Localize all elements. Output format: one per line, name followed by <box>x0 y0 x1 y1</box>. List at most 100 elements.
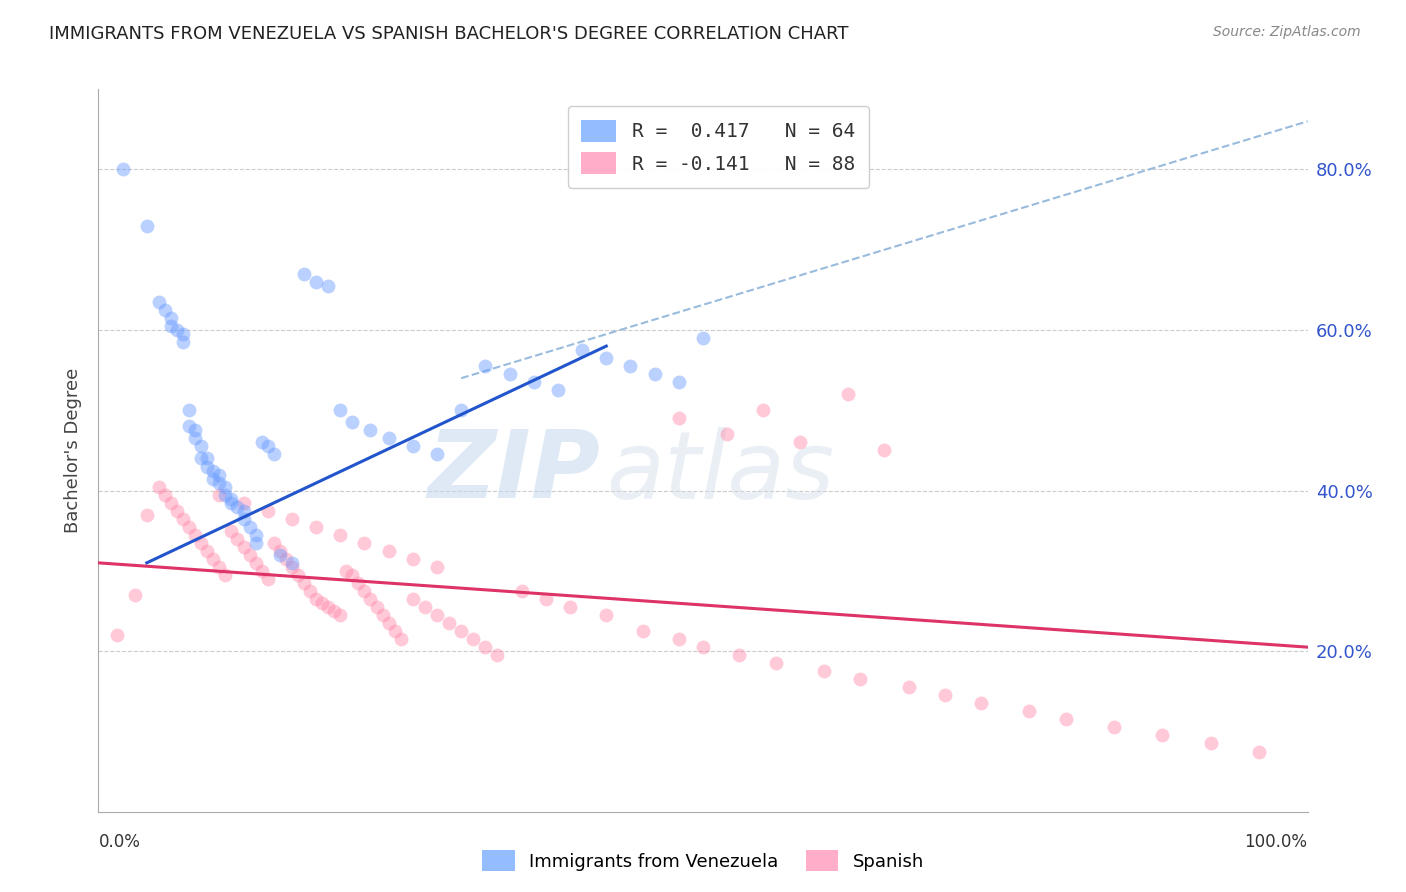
Point <box>166 503 188 517</box>
Point <box>287 568 309 582</box>
Text: ZIP: ZIP <box>427 426 600 518</box>
Point <box>849 673 872 687</box>
Point <box>329 403 352 417</box>
Point <box>153 487 176 501</box>
Point <box>208 487 231 501</box>
Point <box>360 424 382 438</box>
Point <box>402 592 425 607</box>
Point <box>765 657 787 671</box>
Point <box>644 368 666 382</box>
Point <box>1152 728 1174 742</box>
Point <box>474 640 496 655</box>
Point <box>486 648 509 662</box>
Point <box>402 551 425 566</box>
Point <box>269 548 291 562</box>
Point <box>226 500 249 514</box>
Point <box>389 632 412 646</box>
Point <box>105 628 128 642</box>
Point <box>190 439 212 453</box>
Point <box>426 560 449 574</box>
Point <box>934 689 956 703</box>
Text: 0.0%: 0.0% <box>98 833 141 851</box>
Point <box>426 608 449 623</box>
Point <box>668 632 690 646</box>
Point <box>232 511 254 525</box>
Point <box>172 511 194 525</box>
Point <box>214 480 236 494</box>
Point <box>232 540 254 554</box>
Point <box>281 556 304 570</box>
Point <box>172 334 194 349</box>
Point <box>208 467 231 482</box>
Point <box>970 696 993 710</box>
Point <box>631 624 654 639</box>
Point <box>195 543 218 558</box>
Point <box>160 495 183 509</box>
Point <box>263 447 285 462</box>
Point <box>245 556 267 570</box>
Point <box>377 543 399 558</box>
Point <box>347 576 370 591</box>
Point <box>190 451 212 466</box>
Point <box>190 535 212 549</box>
Point <box>202 551 225 566</box>
Point <box>377 615 399 630</box>
Point <box>256 503 278 517</box>
Point <box>292 576 315 591</box>
Point <box>329 608 352 623</box>
Point <box>214 568 236 582</box>
Point <box>184 424 207 438</box>
Point <box>305 275 328 289</box>
Y-axis label: Bachelor's Degree: Bachelor's Degree <box>63 368 82 533</box>
Point <box>208 475 231 490</box>
Point <box>221 524 243 538</box>
Point <box>1054 712 1077 726</box>
Point <box>239 519 262 533</box>
Point <box>160 318 183 333</box>
Point <box>299 583 322 598</box>
Point <box>558 599 581 614</box>
Point <box>342 415 364 429</box>
Point <box>195 451 218 466</box>
Point <box>692 331 714 345</box>
Point <box>402 439 425 453</box>
Point <box>523 375 546 389</box>
Point <box>474 359 496 373</box>
Point <box>153 302 176 317</box>
Point <box>281 511 304 525</box>
Point <box>184 527 207 541</box>
Point <box>221 491 243 506</box>
Point <box>232 503 254 517</box>
Point <box>510 583 533 598</box>
Text: IMMIGRANTS FROM VENEZUELA VS SPANISH BACHELOR'S DEGREE CORRELATION CHART: IMMIGRANTS FROM VENEZUELA VS SPANISH BAC… <box>49 25 849 43</box>
Point <box>239 548 262 562</box>
Point <box>437 615 460 630</box>
Point <box>148 480 170 494</box>
Legend: R =  0.417   N = 64, R = -0.141   N = 88: R = 0.417 N = 64, R = -0.141 N = 88 <box>568 106 869 188</box>
Point <box>250 435 273 450</box>
Point <box>534 592 557 607</box>
Text: Source: ZipAtlas.com: Source: ZipAtlas.com <box>1213 25 1361 39</box>
Point <box>1102 721 1125 735</box>
Point <box>202 471 225 485</box>
Point <box>208 560 231 574</box>
Legend: Immigrants from Venezuela, Spanish: Immigrants from Venezuela, Spanish <box>475 843 931 879</box>
Point <box>232 495 254 509</box>
Point <box>292 267 315 281</box>
Point <box>377 431 399 445</box>
Point <box>316 278 339 293</box>
Point <box>263 535 285 549</box>
Point <box>214 487 236 501</box>
Point <box>463 632 485 646</box>
Point <box>124 588 146 602</box>
Text: atlas: atlas <box>606 426 835 517</box>
Point <box>111 162 134 177</box>
Point <box>353 583 375 598</box>
Point <box>728 648 751 662</box>
Point <box>329 527 352 541</box>
Point <box>245 527 267 541</box>
Point <box>897 680 920 694</box>
Point <box>716 427 738 442</box>
Point <box>366 599 388 614</box>
Point <box>450 403 472 417</box>
